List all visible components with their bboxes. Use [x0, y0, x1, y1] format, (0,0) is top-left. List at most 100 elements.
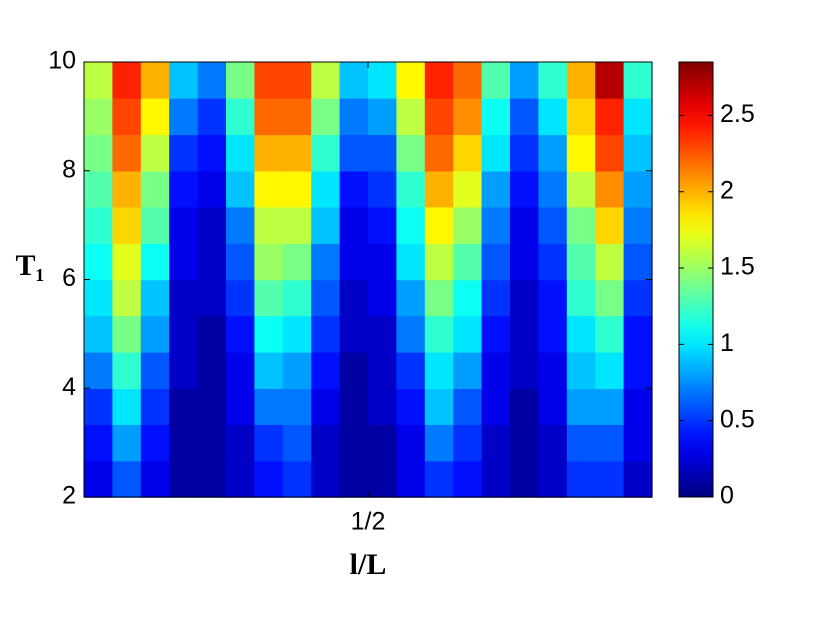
- cell: [368, 315, 397, 353]
- cell: [282, 243, 312, 281]
- cell: [510, 243, 539, 281]
- cell: [84, 98, 113, 136]
- cell: [254, 315, 284, 353]
- cell: [112, 460, 142, 498]
- cell: [424, 134, 454, 172]
- cell: [282, 134, 312, 172]
- cell: [282, 207, 312, 244]
- colorbar-tick-label: 2: [720, 176, 734, 204]
- cell: [84, 424, 113, 462]
- cell: [481, 424, 511, 462]
- cell: [453, 352, 483, 390]
- cell: [396, 207, 426, 244]
- cell: [368, 460, 397, 498]
- cell: [169, 315, 199, 353]
- cell: [424, 460, 454, 498]
- cell: [566, 388, 596, 425]
- cell: [254, 279, 284, 317]
- cell: [282, 352, 312, 390]
- cell: [538, 134, 568, 172]
- cell: [566, 279, 596, 317]
- cell: [595, 170, 625, 208]
- cell: [396, 315, 426, 353]
- cell: [368, 134, 397, 172]
- cell: [339, 243, 369, 281]
- cell: [254, 243, 284, 281]
- cell: [197, 98, 227, 136]
- colorbar-tick-label: 1: [720, 329, 734, 357]
- cell: [226, 61, 255, 99]
- cell: [424, 315, 454, 353]
- cell: [538, 279, 568, 317]
- cell: [339, 279, 369, 317]
- cell: [453, 61, 483, 99]
- cell: [169, 207, 199, 244]
- x-tick-label: 1/2: [351, 508, 386, 536]
- cell: [140, 207, 170, 244]
- cell: [169, 61, 199, 99]
- cell: [424, 61, 454, 99]
- cell: [481, 352, 511, 390]
- cell: [453, 207, 483, 244]
- cell: [566, 315, 596, 353]
- cell: [566, 61, 596, 99]
- cell: [481, 388, 511, 425]
- cell: [197, 460, 227, 498]
- cell: [453, 424, 483, 462]
- cell: [481, 460, 511, 498]
- cell: [197, 424, 227, 462]
- cell: [566, 243, 596, 281]
- y-tick-label: 2: [62, 482, 76, 510]
- cell: [595, 134, 625, 172]
- cell: [623, 170, 653, 208]
- cell: [510, 460, 539, 498]
- cell: [339, 460, 369, 498]
- cell: [510, 207, 539, 244]
- cell: [396, 388, 426, 425]
- cell: [112, 388, 142, 425]
- cell: [368, 279, 397, 317]
- cell: [226, 388, 255, 425]
- cell: [339, 170, 369, 208]
- cell: [169, 388, 199, 425]
- cell: [140, 134, 170, 172]
- cell: [566, 352, 596, 390]
- cell: [566, 98, 596, 136]
- cell: [254, 170, 284, 208]
- cell: [538, 243, 568, 281]
- cell: [538, 170, 568, 208]
- cell: [112, 352, 142, 390]
- cell: [510, 61, 539, 99]
- cell: [566, 170, 596, 208]
- cell: [254, 134, 284, 172]
- cell: [226, 134, 255, 172]
- cell: [140, 279, 170, 317]
- cell: [254, 424, 284, 462]
- cell: [84, 279, 113, 317]
- cell: [595, 279, 625, 317]
- cell: [169, 134, 199, 172]
- cell: [453, 388, 483, 425]
- cell: [197, 279, 227, 317]
- cell: [424, 352, 454, 390]
- cell: [197, 315, 227, 353]
- cell: [282, 388, 312, 425]
- cell: [623, 61, 653, 99]
- cell: [339, 207, 369, 244]
- colorbar-tick-label: 0: [720, 482, 734, 510]
- cell: [538, 315, 568, 353]
- cell: [396, 170, 426, 208]
- cell: [453, 315, 483, 353]
- cell: [538, 61, 568, 99]
- cell: [226, 243, 255, 281]
- cell: [197, 352, 227, 390]
- cell: [453, 243, 483, 281]
- cell: [282, 315, 312, 353]
- cell: [453, 170, 483, 208]
- cell: [538, 388, 568, 425]
- cell: [169, 460, 199, 498]
- cell: [112, 279, 142, 317]
- cell: [226, 170, 255, 208]
- cell: [282, 460, 312, 498]
- x-axis-label: l/L: [350, 548, 387, 581]
